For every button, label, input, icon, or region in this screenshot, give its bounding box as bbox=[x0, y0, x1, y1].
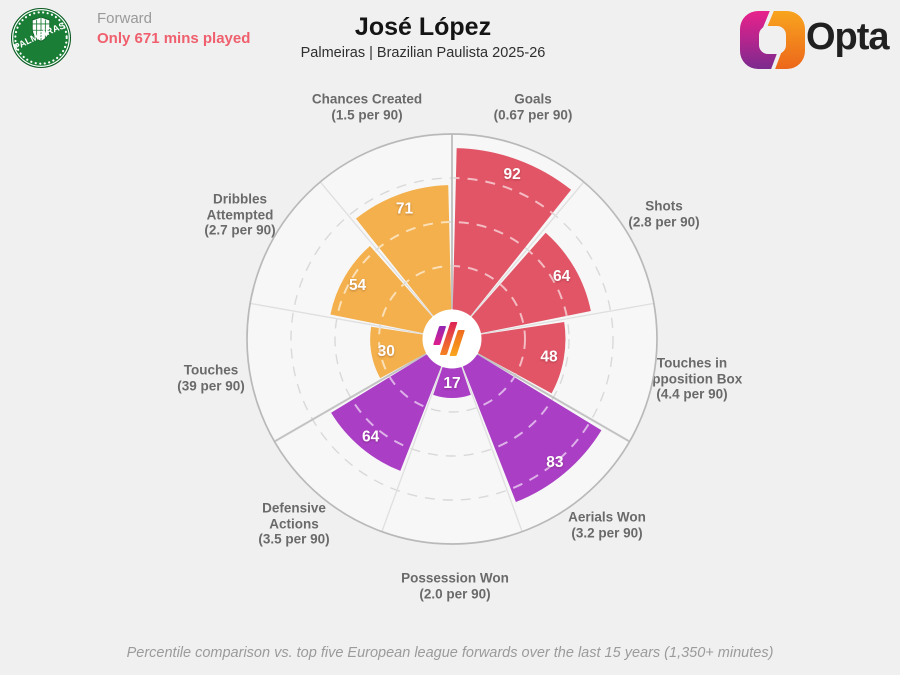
pizza-slice-possession bbox=[355, 185, 452, 317]
axis-label-defensive-actions: Defensive Actions (3.5 per 90) bbox=[258, 500, 330, 547]
analyst-logo-icon bbox=[433, 322, 465, 356]
spoke bbox=[249, 302, 423, 335]
slice-value: 48 bbox=[540, 348, 558, 365]
footer-note: Percentile comparison vs. top five Europ… bbox=[126, 645, 774, 661]
spoke bbox=[273, 353, 427, 443]
axis-label-chances-created: Chances Created (1.5 per 90) bbox=[311, 91, 423, 122]
opta-wordmark: Opta bbox=[806, 16, 890, 58]
pizza-slice-attacking bbox=[452, 148, 572, 317]
pizza-slice-attacking bbox=[477, 322, 566, 394]
pizza-slice-possession bbox=[330, 245, 433, 334]
slice-value: 17 bbox=[443, 375, 460, 392]
opta-icon bbox=[740, 11, 805, 69]
logo-slash-3 bbox=[449, 330, 465, 356]
slice-value: 92 bbox=[504, 166, 521, 183]
axis-label-touches: Touches (39 per 90) bbox=[177, 362, 245, 393]
slice-value: 64 bbox=[553, 268, 571, 285]
spoke bbox=[481, 302, 655, 335]
axis-label-goals: Goals (0.67 per 90) bbox=[493, 91, 573, 122]
outer-circle bbox=[246, 133, 658, 545]
spoke bbox=[477, 353, 631, 443]
percentile-ring-50 bbox=[334, 221, 570, 457]
pizza-slice-defending bbox=[462, 354, 602, 503]
opta-icon-left-half bbox=[740, 11, 779, 69]
badge-dot-ring bbox=[14, 11, 68, 65]
pizza-chart: 92 64 48 83 17 64 30 54 71 bbox=[246, 133, 658, 545]
team-badge: PALMEIRAS bbox=[10, 7, 72, 69]
pizza-slice-attacking bbox=[471, 232, 591, 334]
axis-label-aerials-won: Aerials Won (3.2 per 90) bbox=[568, 509, 646, 540]
player-name: José López bbox=[354, 13, 492, 41]
spoke bbox=[319, 181, 434, 317]
slice-value: 30 bbox=[378, 343, 395, 360]
minutes-warning: Only 671 mins played bbox=[97, 30, 251, 47]
pizza-slice-defending bbox=[433, 366, 471, 398]
opta-icon-right-half bbox=[766, 11, 805, 69]
axis-label-shots: Shots (2.8 per 90) bbox=[628, 198, 700, 229]
player-position: Forward bbox=[97, 10, 153, 27]
axis-label-possession-won: Possession Won (2.0 per 90) bbox=[401, 570, 509, 601]
slice-value: 54 bbox=[349, 277, 367, 294]
spoke bbox=[461, 366, 523, 532]
logo-slash-1 bbox=[433, 326, 446, 345]
logo-slash-2 bbox=[440, 322, 458, 355]
axis-label-dribbles-attempted: Dribbles Attempted (2.7 per 90) bbox=[204, 191, 276, 238]
pizza-slice-defending bbox=[331, 354, 442, 471]
slice-value: 83 bbox=[546, 454, 564, 471]
spoke bbox=[381, 366, 443, 532]
slice-value: 71 bbox=[396, 201, 414, 218]
axis-label-touches-opp-box: Touches in Opposition Box (4.4 per 90) bbox=[641, 355, 743, 402]
team-competition: Palmeiras | Brazilian Paulista 2025-26 bbox=[300, 45, 546, 61]
spoke bbox=[470, 181, 585, 317]
slice-value: 64 bbox=[362, 428, 380, 445]
